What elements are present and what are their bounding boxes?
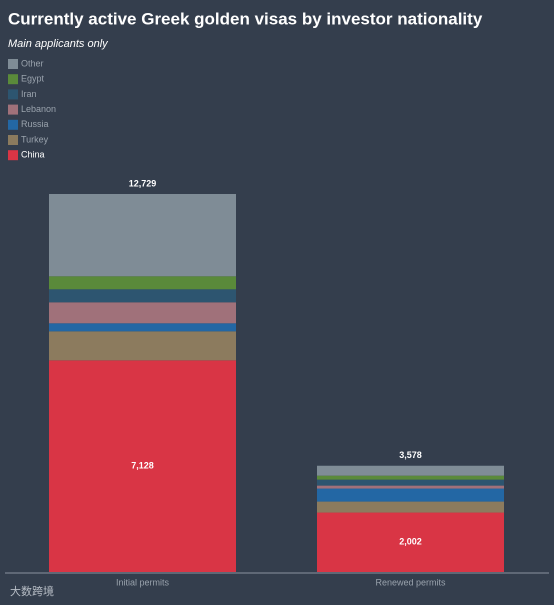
total-label: 3,578 xyxy=(399,450,422,460)
legend-label: China xyxy=(21,150,45,160)
legend-swatch xyxy=(8,150,18,161)
legend-swatch xyxy=(8,135,18,145)
chart-title: Currently active Greek golden visas by i… xyxy=(8,9,483,28)
legend-swatch xyxy=(8,119,18,130)
bar-segment xyxy=(317,501,504,513)
bar-segment xyxy=(317,488,504,502)
legend-label: Other xyxy=(21,58,44,68)
chart-subtitle: Main applicants only xyxy=(8,38,109,50)
data-label: 7,128 xyxy=(131,461,154,471)
bar-segment xyxy=(317,475,504,480)
bar-segment xyxy=(49,289,236,303)
bar-segment xyxy=(49,276,236,290)
data-label: 2,002 xyxy=(399,537,422,547)
legend-label: Lebanon xyxy=(21,104,56,114)
legend-swatch xyxy=(8,89,18,100)
bar-segment xyxy=(317,485,504,489)
bar-segment xyxy=(49,360,236,572)
legend-label: Iran xyxy=(21,89,37,99)
bar-segment xyxy=(317,479,504,486)
legend-swatch xyxy=(8,74,18,85)
bar-segment xyxy=(49,194,236,277)
x-tick-label: Renewed permits xyxy=(375,577,446,587)
legend-label: Turkey xyxy=(21,134,49,144)
legend-swatch xyxy=(8,104,18,115)
watermark: 大数跨境 xyxy=(10,584,54,598)
bar-segment xyxy=(49,331,236,361)
total-label: 12,729 xyxy=(129,178,157,188)
x-tick-label: Initial permits xyxy=(116,577,170,587)
legend-label: Russia xyxy=(21,119,49,129)
bar-segment xyxy=(49,323,236,332)
legend-swatch xyxy=(8,59,18,69)
bar-segment xyxy=(49,302,236,324)
bar-segment xyxy=(317,465,504,476)
bar-segment xyxy=(317,512,504,572)
legend-label: Egypt xyxy=(21,74,45,84)
